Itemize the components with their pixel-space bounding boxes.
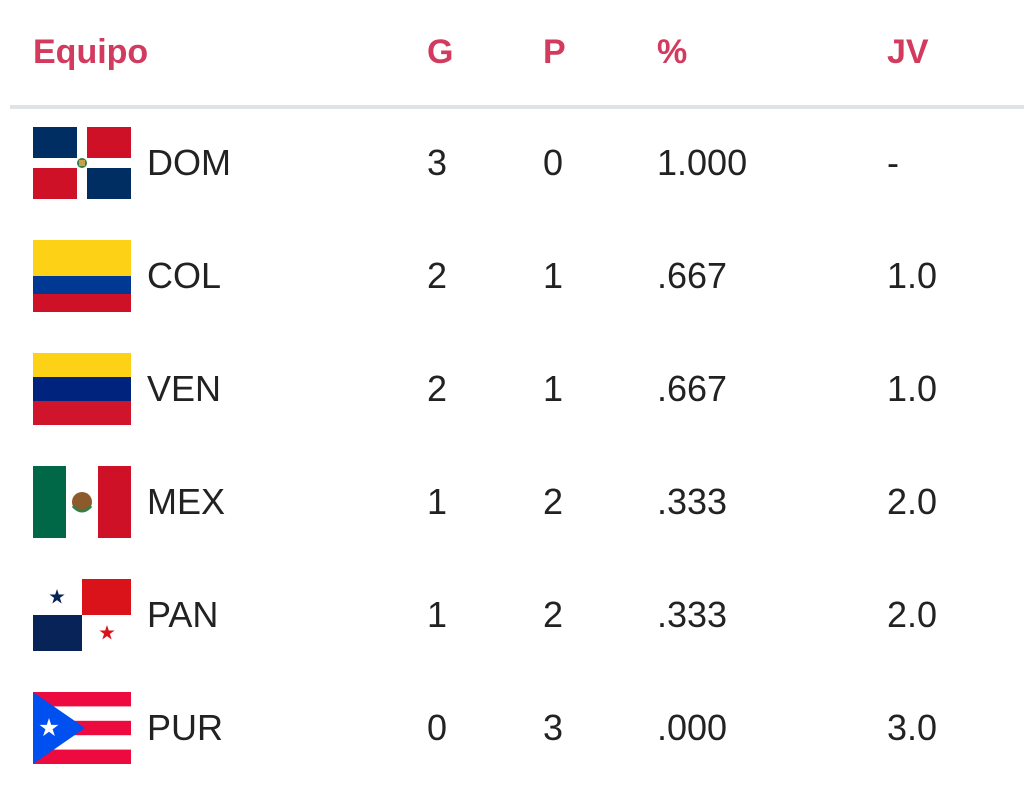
stat-cell: .333 xyxy=(657,481,728,522)
stat-cell: .000 xyxy=(657,707,728,748)
stat-cell: 2 xyxy=(427,368,448,409)
stat-cell: 1.0 xyxy=(887,255,938,296)
flag-shape xyxy=(87,127,131,158)
team-code: PAN xyxy=(147,594,219,635)
flag-shape xyxy=(33,353,131,377)
flag-shape xyxy=(49,589,65,604)
team-code: PUR xyxy=(147,707,224,748)
flag-shape xyxy=(33,615,82,651)
flag-shape xyxy=(33,692,85,764)
team-flag xyxy=(33,127,131,199)
team-flag xyxy=(33,579,131,651)
stat-cell: .667 xyxy=(657,255,728,296)
flag-shape xyxy=(99,625,115,640)
stat-cell: 1.000 xyxy=(657,142,748,183)
flag-shape xyxy=(87,168,131,199)
stat-cell: 3.0 xyxy=(887,707,938,748)
column-header: JV xyxy=(887,33,929,71)
flag-shape xyxy=(33,401,131,425)
flag-shape xyxy=(82,579,131,615)
team-flag xyxy=(33,353,131,425)
flag-shape xyxy=(33,749,131,764)
team-flag xyxy=(33,692,131,764)
stat-cell: 2 xyxy=(427,255,448,296)
team-code: DOM xyxy=(147,142,231,183)
flag-shape xyxy=(33,168,77,199)
flag-shape xyxy=(71,504,93,513)
flag-shape xyxy=(33,692,131,707)
stat-cell: 2 xyxy=(543,594,564,635)
flag-shape xyxy=(39,718,59,737)
flag-shape xyxy=(33,294,131,312)
stat-cell: 0 xyxy=(543,142,564,183)
column-header: Equipo xyxy=(33,33,149,71)
column-header: % xyxy=(657,33,688,71)
stat-cell: 3 xyxy=(543,707,564,748)
stat-cell: 1 xyxy=(427,594,448,635)
stat-cell: - xyxy=(887,142,899,183)
column-header: P xyxy=(543,33,566,71)
column-header: G xyxy=(427,33,454,71)
stat-cell: 2.0 xyxy=(887,481,938,522)
header-divider xyxy=(10,105,1024,109)
flag-shape xyxy=(79,160,85,166)
stat-cell: 3 xyxy=(427,142,448,183)
flag-shape xyxy=(33,466,66,538)
stat-cell: 2 xyxy=(543,481,564,522)
flag-shape xyxy=(33,276,131,294)
stat-cell: 1 xyxy=(543,255,564,296)
flag-shape xyxy=(98,466,131,538)
flag-shape xyxy=(33,377,131,401)
stat-cell: 1.0 xyxy=(887,368,938,409)
team-code: COL xyxy=(147,255,222,296)
team-code: VEN xyxy=(147,368,222,409)
stat-cell: 1 xyxy=(543,368,564,409)
team-code: MEX xyxy=(147,481,226,522)
flag-shape xyxy=(33,240,131,276)
flag-shape xyxy=(33,127,77,158)
stat-cell: 0 xyxy=(427,707,448,748)
flag-shape xyxy=(72,492,92,512)
stat-cell: 1 xyxy=(427,481,448,522)
team-flag xyxy=(33,466,131,538)
stat-cell: .667 xyxy=(657,368,728,409)
team-flag xyxy=(33,240,131,312)
stat-cell: 2.0 xyxy=(887,594,938,635)
stat-cell: .333 xyxy=(657,594,728,635)
